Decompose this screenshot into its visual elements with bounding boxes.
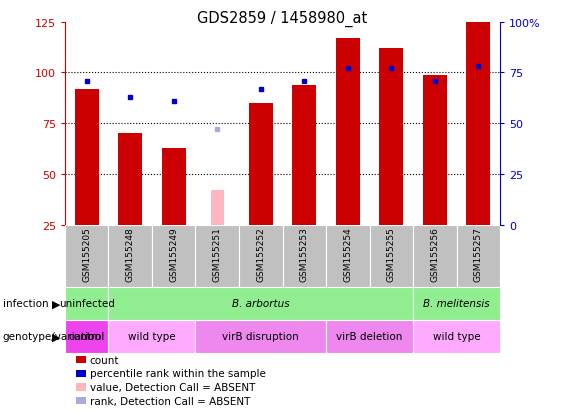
Text: GDS2859 / 1458980_at: GDS2859 / 1458980_at xyxy=(197,10,368,26)
Bar xyxy=(413,225,457,287)
Bar xyxy=(195,225,239,287)
Bar xyxy=(466,23,490,225)
Bar xyxy=(457,225,500,287)
Text: GSM155256: GSM155256 xyxy=(431,227,439,282)
Bar xyxy=(239,225,282,287)
Bar xyxy=(423,75,447,225)
Text: GSM155249: GSM155249 xyxy=(170,227,178,282)
Text: ▶: ▶ xyxy=(52,332,60,342)
Text: count: count xyxy=(90,355,119,365)
Bar xyxy=(152,225,195,287)
Text: percentile rank within the sample: percentile rank within the sample xyxy=(90,368,266,378)
Text: control: control xyxy=(68,332,105,342)
Text: ▶: ▶ xyxy=(52,299,60,309)
Bar xyxy=(108,320,195,353)
Bar xyxy=(282,225,326,287)
Bar xyxy=(65,287,108,320)
Text: GSM155252: GSM155252 xyxy=(257,227,265,282)
Bar xyxy=(326,225,370,287)
Text: uninfected: uninfected xyxy=(59,299,115,309)
Bar xyxy=(292,85,316,225)
Text: B. melitensis: B. melitensis xyxy=(423,299,490,309)
Bar xyxy=(162,148,186,225)
Text: genotype/variation: genotype/variation xyxy=(3,332,102,342)
Bar xyxy=(326,320,413,353)
Text: infection: infection xyxy=(3,299,49,309)
Bar xyxy=(108,287,413,320)
Bar xyxy=(413,320,500,353)
Bar xyxy=(195,320,326,353)
Text: GSM155251: GSM155251 xyxy=(213,227,221,282)
Bar xyxy=(118,134,142,225)
Bar xyxy=(65,320,108,353)
Text: GSM155255: GSM155255 xyxy=(387,227,396,282)
Bar xyxy=(336,39,360,225)
Text: wild type: wild type xyxy=(433,332,480,342)
Text: GSM155205: GSM155205 xyxy=(82,227,91,282)
Bar xyxy=(413,287,500,320)
Bar xyxy=(370,225,413,287)
Text: GSM155248: GSM155248 xyxy=(126,227,134,282)
Text: GSM155253: GSM155253 xyxy=(300,227,308,282)
Text: GSM155254: GSM155254 xyxy=(344,227,352,282)
Text: virB deletion: virB deletion xyxy=(336,332,403,342)
Bar xyxy=(75,90,99,225)
Text: B. arbortus: B. arbortus xyxy=(232,299,289,309)
Bar xyxy=(249,104,273,225)
Text: virB disruption: virB disruption xyxy=(223,332,299,342)
Bar xyxy=(65,225,108,287)
Text: rank, Detection Call = ABSENT: rank, Detection Call = ABSENT xyxy=(90,396,250,406)
Bar xyxy=(108,225,152,287)
Bar xyxy=(211,191,224,225)
Text: wild type: wild type xyxy=(128,332,176,342)
Bar xyxy=(379,49,403,225)
Text: value, Detection Call = ABSENT: value, Detection Call = ABSENT xyxy=(90,382,255,392)
Text: GSM155257: GSM155257 xyxy=(474,227,483,282)
